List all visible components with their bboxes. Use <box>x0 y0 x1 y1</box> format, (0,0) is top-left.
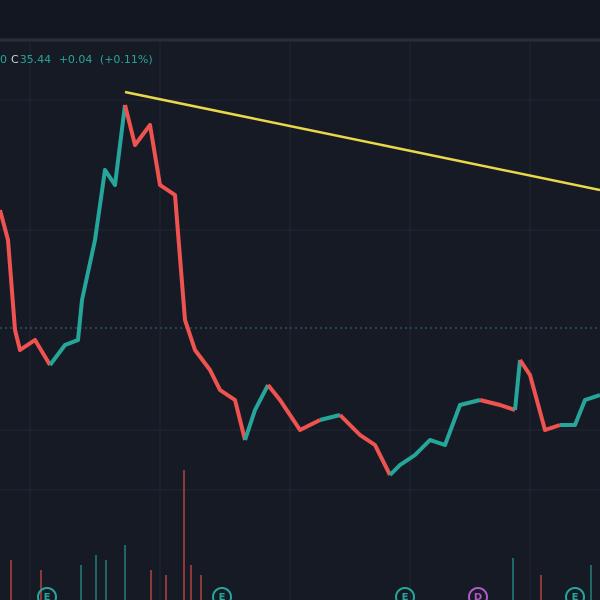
legend-partial: 0 <box>0 53 7 66</box>
event-marker: E <box>402 592 409 600</box>
event-marker: E <box>44 592 51 600</box>
grid <box>0 42 600 600</box>
event-marker: E <box>219 592 226 600</box>
change-percent: (+0.11%) <box>99 53 153 66</box>
event-marker: E <box>572 592 579 600</box>
close-label: C <box>11 53 19 66</box>
trend-line <box>124 90 600 192</box>
volume <box>10 470 592 600</box>
toolbar <box>0 0 600 38</box>
change-value: +0.04 <box>58 53 93 66</box>
event-markers: E E E D E <box>37 587 585 600</box>
price-series <box>0 104 600 477</box>
ohlc-legend: 0 C35.44 +0.04 (+0.11%) <box>0 53 157 66</box>
close-value: 35.44 <box>19 53 52 66</box>
event-marker: D <box>474 592 482 600</box>
